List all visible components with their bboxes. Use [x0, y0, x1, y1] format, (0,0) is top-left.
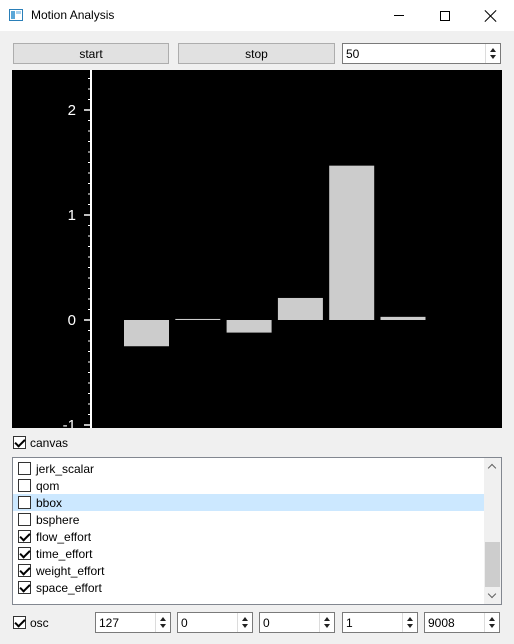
window-title: Motion Analysis	[31, 8, 115, 22]
feature-checkbox[interactable]	[18, 479, 31, 492]
osc-field-value: 1	[346, 616, 353, 630]
osc-field-value: 0	[181, 616, 188, 630]
increment-arrow-icon[interactable]	[324, 617, 330, 621]
osc-field-spinbox[interactable]: 127	[95, 612, 171, 633]
canvas-checkbox[interactable]	[13, 436, 26, 449]
y-tick-label: -1	[63, 417, 76, 428]
osc-field-spinbox[interactable]: 0	[177, 612, 253, 633]
minimize-button[interactable]	[376, 0, 422, 31]
feature-item[interactable]: bbox	[13, 494, 484, 511]
canvas-label: canvas	[30, 436, 69, 450]
title-bar: Motion Analysis	[0, 0, 514, 31]
bar-chart: -1 0 1 2	[63, 70, 426, 428]
y-tick-label: 1	[68, 207, 76, 224]
y-axis: -1 0 1 2	[63, 70, 92, 428]
feature-label: weight_effort	[36, 564, 105, 578]
feature-label: bsphere	[36, 513, 80, 527]
osc-field-spinbox[interactable]: 1	[342, 612, 418, 633]
scroll-down-icon[interactable]	[484, 587, 501, 604]
osc-field-stepper[interactable]	[319, 613, 334, 632]
maximize-button[interactable]	[422, 0, 468, 31]
close-icon	[485, 10, 497, 22]
feature-item[interactable]: weight_effort	[13, 562, 484, 579]
decrement-arrow-icon[interactable]	[489, 624, 495, 628]
app-window-icon	[9, 9, 23, 21]
osc-field-value: 0	[263, 616, 270, 630]
osc-field-value: 127	[99, 616, 120, 630]
bar-5	[329, 165, 375, 320]
feature-checkbox[interactable]	[18, 547, 31, 560]
increment-arrow-icon[interactable]	[489, 617, 495, 621]
decrement-arrow-icon[interactable]	[324, 624, 330, 628]
osc-field-stepper[interactable]	[237, 613, 252, 632]
feature-item[interactable]: flow_effort	[13, 528, 484, 545]
decrement-arrow-icon[interactable]	[160, 624, 166, 628]
osc-field-stepper[interactable]	[402, 613, 417, 632]
close-button[interactable]	[468, 0, 514, 31]
bar-1	[124, 320, 169, 347]
osc-checkbox[interactable]	[13, 616, 26, 629]
feature-item[interactable]: jerk_scalar	[13, 460, 484, 477]
osc-field-stepper[interactable]	[155, 613, 170, 632]
start-button[interactable]: start	[13, 43, 169, 64]
feature-item[interactable]: time_effort	[13, 545, 484, 562]
feature-checkbox[interactable]	[18, 581, 31, 594]
feature-item[interactable]: qom	[13, 477, 484, 494]
rate-spinbox[interactable]: 50	[342, 43, 501, 64]
feature-checkbox[interactable]	[18, 462, 31, 475]
feature-checkbox[interactable]	[18, 564, 31, 577]
bars	[124, 165, 426, 347]
minimize-icon	[394, 15, 404, 16]
feature-item[interactable]: space_effort	[13, 579, 484, 596]
feature-label: bbox	[36, 496, 63, 510]
feature-item[interactable]: bsphere	[13, 511, 484, 528]
decrement-arrow-icon[interactable]	[490, 55, 496, 59]
osc-label: osc	[30, 616, 49, 630]
bar-2	[175, 318, 221, 320]
feature-list-scrollbar[interactable]	[484, 458, 501, 604]
feature-label: flow_effort	[36, 530, 92, 544]
feature-checkbox[interactable]	[18, 530, 31, 543]
osc-field-stepper[interactable]	[484, 613, 499, 632]
feature-checkbox[interactable]	[18, 496, 31, 509]
rate-stepper[interactable]	[485, 44, 500, 63]
bar-6	[380, 316, 426, 320]
feature-label: space_effort	[36, 581, 102, 595]
decrement-arrow-icon[interactable]	[407, 624, 413, 628]
plot-canvas: -1 0 1 2	[12, 70, 502, 428]
osc-field-spinbox[interactable]: 9008	[424, 612, 500, 633]
rate-value: 50	[346, 47, 360, 61]
increment-arrow-icon[interactable]	[490, 48, 496, 52]
osc-field-value: 9008	[428, 616, 455, 630]
feature-checkbox[interactable]	[18, 513, 31, 526]
osc-field-spinbox[interactable]: 0	[259, 612, 335, 633]
maximize-icon	[440, 10, 450, 21]
increment-arrow-icon[interactable]	[242, 617, 248, 621]
bar-3	[226, 320, 272, 333]
stop-button[interactable]: stop	[178, 43, 335, 64]
decrement-arrow-icon[interactable]	[242, 624, 248, 628]
scroll-thumb[interactable]	[485, 542, 500, 587]
bar-4	[277, 297, 323, 320]
y-tick-label: 2	[68, 102, 76, 119]
y-tick-label: 0	[68, 312, 76, 329]
feature-label: time_effort	[36, 547, 93, 561]
feature-label: qom	[36, 479, 60, 493]
feature-label: jerk_scalar	[36, 462, 95, 476]
increment-arrow-icon[interactable]	[160, 617, 166, 621]
increment-arrow-icon[interactable]	[407, 617, 413, 621]
scroll-up-icon[interactable]	[484, 458, 501, 475]
